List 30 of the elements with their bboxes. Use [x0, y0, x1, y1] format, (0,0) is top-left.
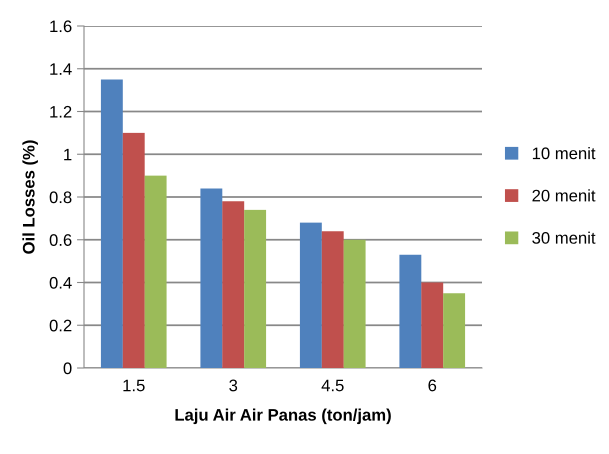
y-tick-label: 0.4	[50, 276, 72, 289]
y-tick-label: 1.6	[50, 20, 72, 32]
bar	[222, 201, 244, 368]
bar	[300, 222, 322, 368]
y-tick-label: 1.4	[50, 63, 72, 75]
bar	[244, 210, 266, 368]
bar	[122, 132, 145, 368]
legend-label: 10 menit	[532, 146, 596, 160]
x-tick-label: 3	[229, 380, 238, 392]
y-tick-label: 1.2	[50, 106, 72, 118]
bar	[443, 293, 466, 368]
y-tick-label: 1	[64, 148, 72, 160]
bar	[100, 79, 123, 368]
y-tick-label: 0	[64, 362, 72, 374]
y-tick-label: 0.6	[50, 234, 72, 246]
y-tick-label: 0.8	[50, 191, 72, 204]
y-axis-title: Oil Losses (%)	[22, 140, 38, 254]
y-tick-label: 0.2	[50, 320, 72, 332]
bar	[200, 188, 222, 368]
x-tick-label: 4.5	[322, 380, 344, 392]
bar	[421, 282, 444, 368]
x-tick-label: 6	[428, 380, 436, 392]
legend-label: 30 menit	[532, 232, 596, 244]
legend-label: 20 menit	[532, 189, 596, 202]
bar	[399, 254, 422, 368]
x-tick-label: 1.5	[123, 380, 145, 392]
bar	[344, 240, 366, 368]
x-axis-title: Laju Air Air Panas (ton/jam)	[175, 408, 391, 424]
bar	[144, 176, 167, 368]
bar	[322, 231, 344, 368]
